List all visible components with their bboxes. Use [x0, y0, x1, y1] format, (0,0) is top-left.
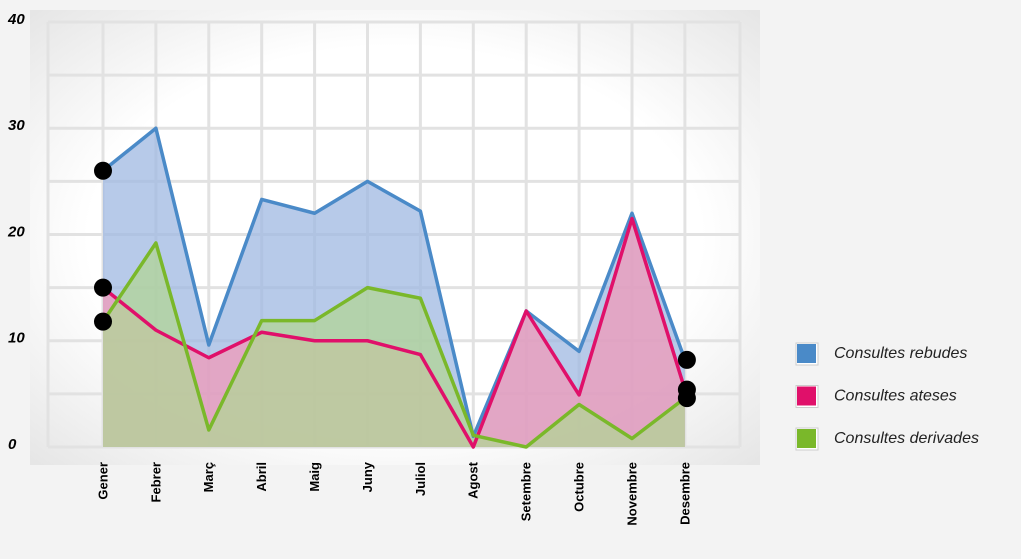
end-marker [677, 389, 696, 408]
line [101, 216, 687, 449]
y-tick-label: 10 [8, 330, 25, 347]
x-tick-label: Novembre [624, 462, 639, 526]
legend-label: Consultes ateses [834, 388, 957, 405]
x-tick-label: Juny [360, 461, 375, 492]
legend-swatch-color [797, 429, 816, 448]
legend-swatch-color [797, 386, 816, 406]
end-marker [94, 161, 112, 180]
y-tick-label: 40 [7, 11, 25, 28]
x-tick-label: Setembre [519, 462, 534, 521]
end-marker [94, 278, 112, 297]
x-tick-label: Gener [95, 462, 110, 500]
legend-label: Consultes derivades [834, 430, 979, 447]
line [101, 126, 687, 439]
x-tick-label: Octubre [572, 462, 587, 512]
x-tick-label: Abril [254, 462, 269, 492]
legend-swatch-color [797, 344, 816, 363]
y-tick-label: 0 [8, 436, 17, 453]
y-tick-label: 20 [7, 223, 25, 240]
end-marker [677, 350, 696, 369]
x-tick-label: Agost [466, 461, 481, 499]
line [101, 241, 686, 449]
x-tick-label: Juliol [413, 462, 428, 496]
x-tick-label: Març [201, 462, 216, 492]
end-marker [94, 312, 112, 331]
area [103, 243, 685, 447]
legend-label: Consultes rebudes [834, 345, 967, 362]
x-tick-label: Maig [307, 462, 322, 492]
x-tick-label: Desembre [677, 462, 692, 525]
x-tick-label: Febrer [148, 462, 163, 502]
y-tick-label: 30 [8, 117, 25, 134]
